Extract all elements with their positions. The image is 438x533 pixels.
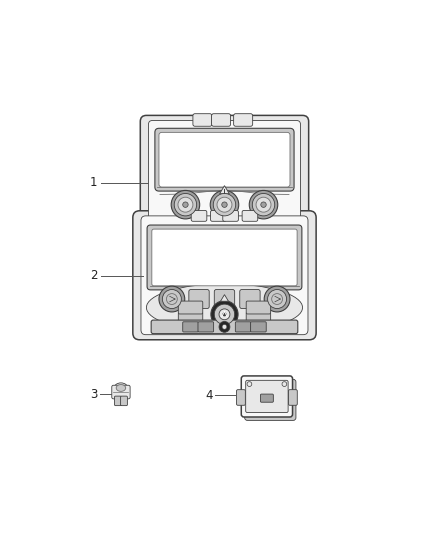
FancyBboxPatch shape: [211, 211, 226, 221]
Circle shape: [249, 190, 278, 219]
FancyBboxPatch shape: [246, 312, 271, 325]
FancyBboxPatch shape: [198, 322, 214, 332]
Text: 3: 3: [90, 387, 98, 401]
Circle shape: [222, 202, 227, 207]
Ellipse shape: [116, 385, 126, 391]
Ellipse shape: [114, 383, 128, 393]
FancyBboxPatch shape: [112, 385, 130, 399]
Circle shape: [264, 286, 290, 312]
Circle shape: [214, 304, 235, 325]
FancyBboxPatch shape: [151, 320, 298, 334]
Circle shape: [282, 382, 287, 386]
Text: 2: 2: [90, 270, 98, 282]
FancyBboxPatch shape: [155, 128, 294, 191]
FancyBboxPatch shape: [241, 376, 293, 417]
FancyBboxPatch shape: [183, 322, 198, 332]
Text: 4: 4: [205, 389, 213, 402]
FancyBboxPatch shape: [141, 216, 308, 335]
FancyBboxPatch shape: [289, 390, 297, 405]
Circle shape: [174, 193, 197, 216]
Circle shape: [247, 382, 252, 386]
FancyBboxPatch shape: [114, 396, 121, 406]
Circle shape: [219, 321, 230, 332]
FancyBboxPatch shape: [147, 225, 302, 290]
Ellipse shape: [146, 284, 303, 332]
FancyBboxPatch shape: [242, 211, 258, 221]
Circle shape: [166, 294, 177, 304]
FancyBboxPatch shape: [148, 120, 300, 221]
Circle shape: [268, 289, 286, 309]
Circle shape: [159, 286, 185, 312]
FancyBboxPatch shape: [120, 396, 127, 406]
FancyBboxPatch shape: [237, 390, 245, 405]
FancyBboxPatch shape: [212, 114, 230, 126]
Circle shape: [217, 197, 232, 212]
Circle shape: [183, 202, 188, 207]
FancyBboxPatch shape: [133, 211, 316, 340]
FancyBboxPatch shape: [214, 289, 235, 309]
Circle shape: [162, 289, 181, 309]
Circle shape: [256, 197, 271, 212]
Circle shape: [261, 202, 266, 207]
FancyBboxPatch shape: [251, 322, 266, 332]
Circle shape: [213, 193, 236, 216]
Polygon shape: [220, 295, 229, 301]
Circle shape: [222, 325, 227, 329]
FancyBboxPatch shape: [178, 312, 203, 325]
FancyBboxPatch shape: [246, 381, 288, 413]
FancyBboxPatch shape: [191, 211, 207, 221]
Text: 1: 1: [90, 176, 98, 189]
FancyBboxPatch shape: [240, 289, 260, 309]
Circle shape: [211, 301, 238, 328]
FancyBboxPatch shape: [223, 211, 238, 221]
Circle shape: [252, 193, 275, 216]
FancyBboxPatch shape: [193, 114, 212, 126]
Circle shape: [223, 312, 226, 317]
FancyBboxPatch shape: [246, 301, 271, 314]
FancyBboxPatch shape: [235, 322, 251, 332]
Circle shape: [219, 309, 230, 320]
FancyBboxPatch shape: [189, 289, 209, 309]
Circle shape: [272, 294, 283, 304]
Circle shape: [178, 197, 193, 212]
FancyBboxPatch shape: [152, 229, 297, 286]
FancyBboxPatch shape: [261, 394, 273, 402]
FancyBboxPatch shape: [245, 379, 296, 421]
FancyBboxPatch shape: [159, 132, 290, 187]
FancyBboxPatch shape: [178, 301, 203, 314]
FancyBboxPatch shape: [233, 114, 253, 126]
Circle shape: [210, 190, 239, 219]
Polygon shape: [219, 185, 230, 194]
Circle shape: [171, 190, 200, 219]
FancyBboxPatch shape: [140, 115, 309, 226]
